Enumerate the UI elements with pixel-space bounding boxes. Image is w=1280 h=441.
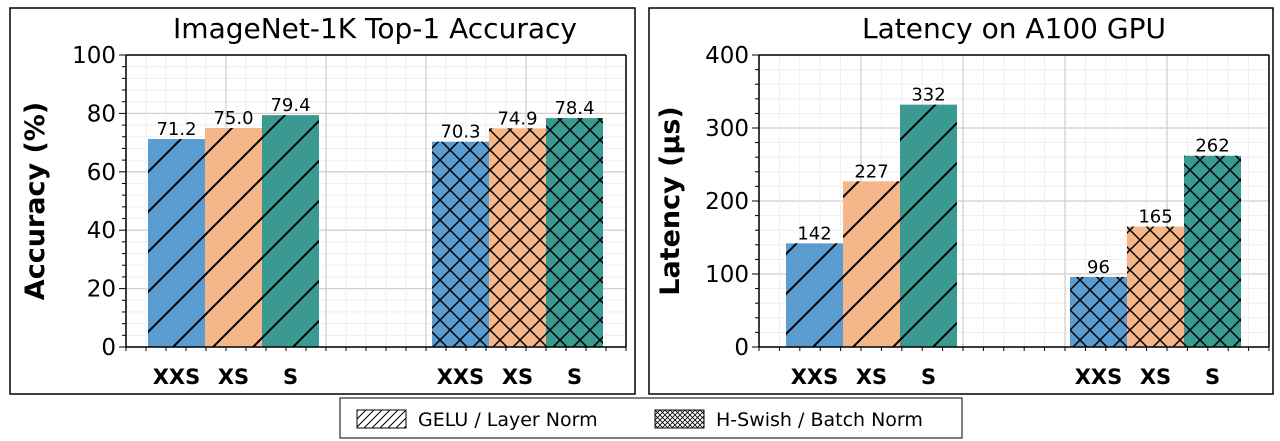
plot-area: 142 XXS 227 XS 332 S 96 XXS 165 XS 262 S 0 100 200 300 4…: [705, 43, 1270, 389]
y-tick-label: 400: [705, 43, 749, 69]
legend-swatch-gelu: [356, 409, 407, 429]
x-tick-label: S: [921, 365, 936, 389]
x-tick-label: S: [283, 365, 298, 389]
y-tick-label: 60: [87, 160, 116, 186]
accuracy-chart: ImageNet-1K Top-1 Accuracy Accuracy (%) …: [9, 7, 636, 395]
latency-chart: Latency on A100 GPU Latency (µs) 142 XXS 2…: [648, 7, 1274, 395]
y-tick-label: 80: [87, 101, 116, 127]
bar-hatch: [1184, 155, 1241, 347]
x-tick-label: XS: [1140, 365, 1171, 389]
x-tick-label: XXS: [1075, 365, 1123, 389]
x-tick-label: S: [567, 365, 582, 389]
data-label: 332: [911, 85, 945, 106]
x-tick-label: XS: [502, 365, 533, 389]
data-label: 71.2: [156, 119, 196, 140]
data-label: 96: [1087, 257, 1110, 278]
plot-area: 71.2 XXS 75.0 XS 79.4 S 70.3 XXS 74.9 XS 78.4 S 0 20 4…: [72, 43, 627, 389]
data-label: 75.0: [213, 108, 253, 129]
bar-hatch: [1070, 276, 1127, 347]
y-tick-label: 0: [734, 335, 749, 361]
bar-hatch: [1127, 226, 1184, 347]
y-tick-label: 20: [87, 277, 116, 303]
chart-title: Latency on A100 GPU: [862, 12, 1166, 45]
data-label: 78.4: [554, 98, 594, 119]
legend-swatch-hswish: [654, 409, 705, 429]
data-label: 70.3: [440, 122, 480, 143]
data-label: 227: [854, 161, 888, 182]
bar-hatch: [262, 115, 319, 347]
x-tick-label: XXS: [153, 365, 201, 389]
x-tick-label: XS: [856, 365, 887, 389]
legend-frame: [339, 397, 963, 439]
bar-hatch: [432, 141, 489, 347]
y-tick-label: 100: [705, 262, 749, 288]
legend: GELU / Layer Norm H-Swish / Batch Norm: [339, 397, 963, 439]
x-tick-label: S: [1205, 365, 1220, 389]
x-tick-label: XXS: [791, 365, 839, 389]
data-label: 79.4: [270, 95, 310, 116]
bar-hatch: [205, 128, 262, 347]
y-axis-label: Accuracy (%): [20, 102, 51, 300]
chart-title: ImageNet-1K Top-1 Accuracy: [173, 12, 577, 45]
legend-label-hswish: H-Swish / Batch Norm: [716, 409, 923, 431]
y-tick-label: 200: [705, 189, 749, 215]
bar-hatch: [489, 128, 546, 347]
y-tick-label: 40: [87, 218, 116, 244]
data-label: 165: [1138, 207, 1172, 228]
y-tick-label: 100: [72, 43, 116, 69]
y-tick-label: 300: [705, 116, 749, 142]
legend-label-gelu: GELU / Layer Norm: [418, 409, 598, 431]
data-label: 262: [1195, 136, 1229, 157]
bar-hatch: [148, 139, 205, 347]
x-tick-label: XS: [218, 365, 249, 389]
bar-hatch: [843, 181, 900, 347]
x-tick-label: XXS: [437, 365, 485, 389]
y-axis-label: Latency (µs): [655, 106, 686, 296]
bar-hatch: [786, 243, 843, 347]
bar-hatch: [900, 104, 957, 347]
data-label: 74.9: [497, 108, 537, 129]
data-label: 142: [797, 223, 831, 244]
bar-hatch: [546, 118, 603, 348]
y-tick-label: 0: [101, 335, 116, 361]
